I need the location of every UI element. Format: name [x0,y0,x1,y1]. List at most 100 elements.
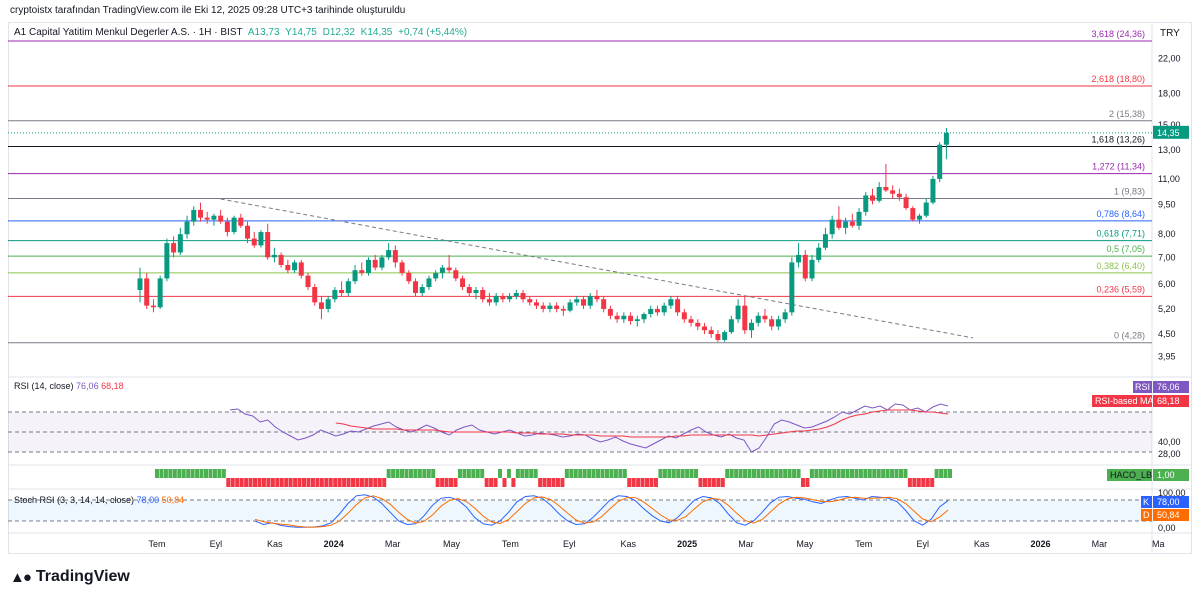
candle-body [224,221,230,233]
candle-body [890,190,896,194]
haco-bar [529,469,534,478]
candle-body [802,254,808,279]
haco-bar [836,469,841,478]
haco-bar [426,469,431,478]
haco-bar [898,469,903,478]
haco-bar [155,469,159,478]
time-axis-tick: Eyl [563,539,576,549]
candle-body [191,209,197,222]
haco-bar [422,469,427,478]
candle-body [843,221,849,228]
candle-body [594,296,600,300]
candle-body [433,272,439,279]
last-price-value: 14,35 [1157,128,1180,138]
candle-body [930,178,936,203]
haco-bar [288,478,293,487]
haco-bar [618,469,623,478]
haco-bar [493,478,498,487]
candle-body [547,305,553,309]
rsi-legend: RSI (14, close) 76,06 68,18 [14,381,124,391]
stoch-title: Stoch RSI (3, 3, 14, 14, close) [14,495,135,505]
price-axis-tick: 5,20 [1158,304,1176,314]
candle-body [493,296,499,303]
haco-bar [653,478,658,487]
candle-body [836,219,842,228]
time-axis-tick: May [796,539,814,549]
candle-body [715,334,721,340]
haco-bar [560,478,565,487]
haco-bar [355,478,360,487]
haco-bar [498,469,503,478]
haco-bar [622,469,627,478]
fib-level-label: 0,618 (7,71) [1096,229,1145,239]
haco-bar [297,478,302,487]
haco-bar [471,469,476,478]
candle-body [218,215,224,222]
candle-body [446,267,452,271]
haco-bar [306,478,311,487]
fib-level-label: 0,236 (5,59) [1096,284,1145,294]
haco-bar [671,469,676,478]
ohlc-close: K14,35 [360,27,393,38]
candle-body [816,247,822,260]
haco-bar [190,469,195,478]
candle-body [896,193,902,198]
haco-bar [524,469,529,478]
haco-bar [253,478,258,487]
haco-bar [809,469,814,478]
haco-bar [916,478,921,487]
rsi-ma-value-label: 68,18 [1157,396,1180,406]
candle-body [668,299,674,306]
candle-body [634,319,640,322]
stoch-legend: Stoch RSI (3, 3, 14, 14, close) 78,00 50… [14,495,184,505]
tradingview-logo[interactable]: ▲● TradingView [10,568,130,586]
candle-body [789,262,795,313]
haco-bar [551,478,556,487]
candle-body [856,211,862,226]
candle-body [910,208,916,220]
rsi-ma-name-badge [1092,395,1152,407]
fib-level-label: 0 (4,28) [1114,331,1145,341]
price-axis-tick: 15,00 [1158,120,1181,130]
price-axis-tick: 22,00 [1158,54,1181,64]
rsi-line [229,403,949,453]
haco-bar [685,469,690,478]
stoch-axis-tick: 0,00 [1158,523,1176,533]
haco-bar [667,469,672,478]
haco-bar [613,469,618,478]
haco-bar [186,469,191,478]
haco-bar [890,469,895,478]
haco-bar [400,469,405,478]
time-axis-tick: Mar [738,539,754,549]
haco-bar [351,478,356,487]
haco-bar [943,469,948,478]
haco-bar [533,469,538,478]
haco-bar [391,469,396,478]
ohlc-open: A13,73 [247,27,280,38]
haco-bar [711,478,716,487]
currency-label[interactable]: TRY [1160,28,1180,39]
haco-bar [462,469,467,478]
haco-bar [627,478,632,487]
haco-bar [489,478,494,487]
candle-body [520,293,526,300]
haco-bar [823,469,828,478]
haco-bar [778,469,783,478]
symbol-name[interactable]: A1 Capital Yatitim Menkul Degerler A.S. … [14,27,243,38]
time-axis-tick: 2025 [677,539,697,549]
candle-body [735,305,741,320]
haco-bar [542,478,547,487]
haco-bar [564,469,569,478]
candle-body [245,225,251,239]
candle-body [742,305,748,331]
price-axis-tick: 6,00 [1158,279,1176,289]
time-axis-tick: Kas [974,539,990,549]
haco-bar [368,478,373,487]
candle-body [722,332,728,340]
rsi-value-label: 76,06 [1157,382,1180,392]
candle-body [332,290,338,300]
time-axis-tick: Kas [620,539,636,549]
time-axis-tick: Eyl [916,539,929,549]
haco-bar [702,478,707,487]
